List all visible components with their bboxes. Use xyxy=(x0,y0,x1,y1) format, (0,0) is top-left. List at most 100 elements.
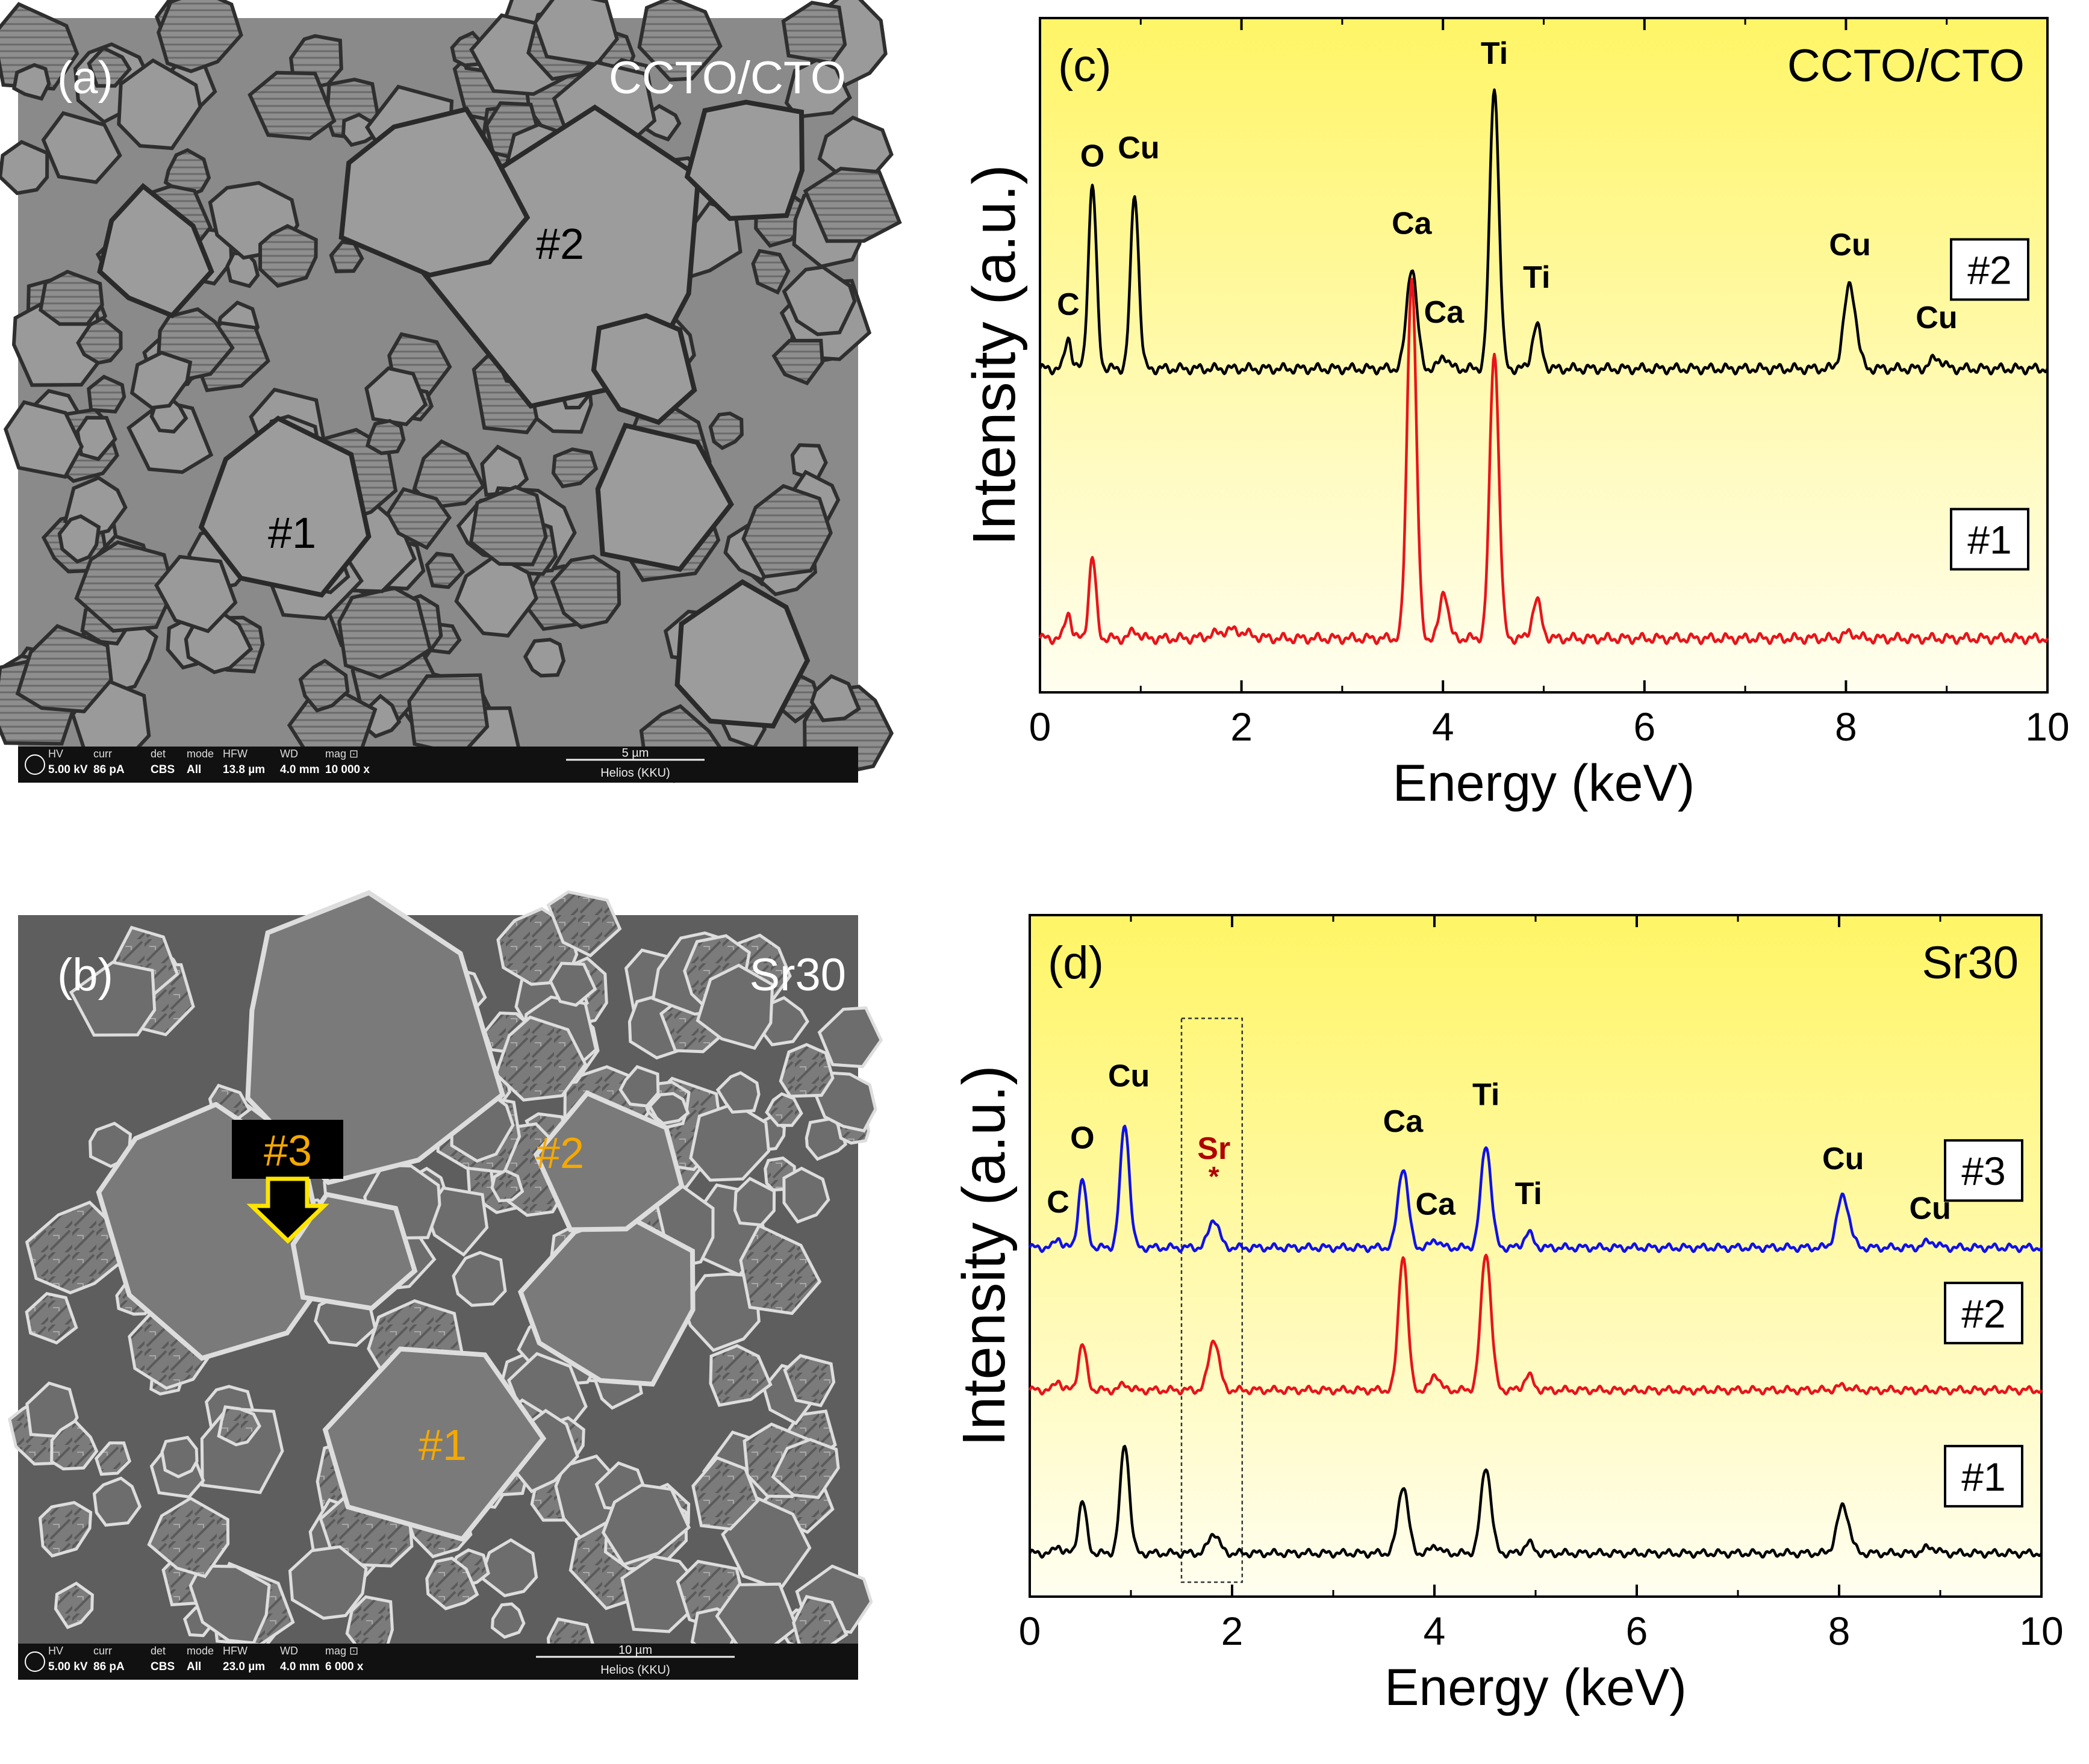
sem-info-value: 5.00 kV xyxy=(48,1660,88,1673)
sem-grain xyxy=(41,111,122,184)
series-legend-box xyxy=(1950,508,2029,571)
sem-info-header: det xyxy=(151,748,166,760)
sem-grain xyxy=(338,106,531,278)
sem-grain xyxy=(533,1090,685,1232)
sem-a-sample-name: CCTO/CTO xyxy=(609,52,846,104)
sem-grain xyxy=(783,1353,836,1408)
peak-label: O xyxy=(1080,138,1104,173)
sem-grain xyxy=(733,1176,776,1227)
sem-grain xyxy=(298,658,350,713)
sem-grain xyxy=(708,411,744,450)
sem-grain xyxy=(490,1602,526,1639)
sem-grain xyxy=(648,1092,690,1125)
sem-grain xyxy=(322,1346,547,1542)
sem-grain xyxy=(494,1015,588,1102)
sem-grain xyxy=(94,1441,132,1476)
sem-grain xyxy=(217,1405,261,1447)
sem-grain xyxy=(97,182,214,318)
sem-grain xyxy=(0,2,79,91)
sem-grain xyxy=(75,415,117,461)
series-legend-label: #2 xyxy=(1967,248,2011,293)
x-tick-label: 0 xyxy=(1019,1609,1041,1653)
sem-grain xyxy=(784,58,852,119)
sem-grain xyxy=(245,890,506,1185)
sem-grain xyxy=(771,338,824,386)
sem-grain xyxy=(523,638,566,678)
sem-b-grain-2: #2 xyxy=(536,1129,584,1178)
sem-grain xyxy=(602,1483,691,1567)
x-tick-label: 10 xyxy=(2019,1609,2063,1653)
plot-area xyxy=(1029,914,2043,1598)
sem-grain xyxy=(126,399,214,474)
sem-grain xyxy=(25,1291,78,1345)
sem-grain xyxy=(715,1071,761,1114)
sem-grain xyxy=(782,1166,830,1224)
sem-info-header: HFW xyxy=(223,748,248,760)
chart-d: 0 2 4 6 8 10 Energy (keV) Intensity (a.u.) (d) Sr… xyxy=(950,914,2064,1716)
sem-info-value: 5.00 kV xyxy=(48,763,88,776)
sem-grain xyxy=(3,400,84,479)
sem-grain xyxy=(69,960,157,1037)
sem-info-header: HV xyxy=(48,748,63,760)
sem-grain xyxy=(550,554,621,630)
sem-grain xyxy=(803,167,902,243)
sem-grain xyxy=(76,316,123,365)
sem-grain xyxy=(618,1064,660,1108)
sem-info-header: WD xyxy=(280,1645,298,1657)
sem-grain xyxy=(198,415,372,598)
sem-info-value: 23.0 µm xyxy=(223,1660,265,1673)
series-legend-box xyxy=(1944,1281,2023,1344)
sem-grain xyxy=(54,1582,94,1630)
sem-grain xyxy=(425,1556,479,1610)
series-line xyxy=(1028,1253,2043,1396)
series-line xyxy=(1038,88,2049,376)
sem-grain xyxy=(337,586,432,680)
sem-grain xyxy=(425,551,465,589)
sem-info-header: HFW xyxy=(223,1645,248,1657)
x-tick-label: 2 xyxy=(1221,1609,1244,1653)
peak-label: Cu xyxy=(1916,300,1957,335)
sem-b-marker-3: #3 xyxy=(232,1120,343,1244)
peak-label: Cu xyxy=(1829,228,1870,262)
x-tick-label: 8 xyxy=(1835,704,1857,749)
series-legend-label: #2 xyxy=(1961,1291,2005,1336)
x-tick-label: 2 xyxy=(1230,704,1253,749)
sem-grain xyxy=(532,0,619,67)
peak-label: Ti xyxy=(1481,36,1508,71)
sem-grain xyxy=(129,350,193,410)
sem-grain xyxy=(637,0,723,82)
sr-highlight-box xyxy=(1180,1017,1244,1583)
sem-grain xyxy=(781,1,847,65)
sem-grain xyxy=(50,1419,99,1471)
y-axis-label: Intensity (a.u.) xyxy=(950,1065,1018,1447)
sem-grain xyxy=(765,1092,803,1127)
peak-label: C xyxy=(1047,1185,1069,1220)
sem-grain xyxy=(87,374,126,414)
sem-grain xyxy=(469,485,548,567)
chart-title: CCTO/CTO xyxy=(1787,40,2025,92)
x-tick-label: 4 xyxy=(1432,704,1454,749)
sem-info-header: curr xyxy=(93,1645,112,1657)
series-line xyxy=(1028,1444,2043,1559)
sem-info-header: mag ⊡ xyxy=(325,748,358,760)
x-tick-label: 0 xyxy=(1029,704,1051,749)
sem-info-header: det xyxy=(151,1645,166,1657)
sem-grain xyxy=(154,554,238,633)
sem-b-grains xyxy=(8,890,883,1669)
peak-label: Cu xyxy=(1910,1191,1951,1226)
sem-grain xyxy=(341,112,377,147)
sem-grain xyxy=(365,418,406,455)
sem-grain xyxy=(117,58,202,151)
sem-grain xyxy=(751,249,791,295)
peak-label: Sr xyxy=(1197,1131,1230,1166)
sem-info-header: mode xyxy=(187,748,214,760)
sem-grain xyxy=(817,1006,883,1069)
sem-grain xyxy=(87,46,132,88)
sem-grain xyxy=(452,1250,507,1307)
sem-grain xyxy=(739,1223,822,1315)
sem-info-value: All xyxy=(187,763,201,776)
atom-logo-icon xyxy=(25,1651,45,1672)
sem-info-value: 10 000 x xyxy=(325,763,370,776)
sem-grain xyxy=(188,1564,271,1645)
